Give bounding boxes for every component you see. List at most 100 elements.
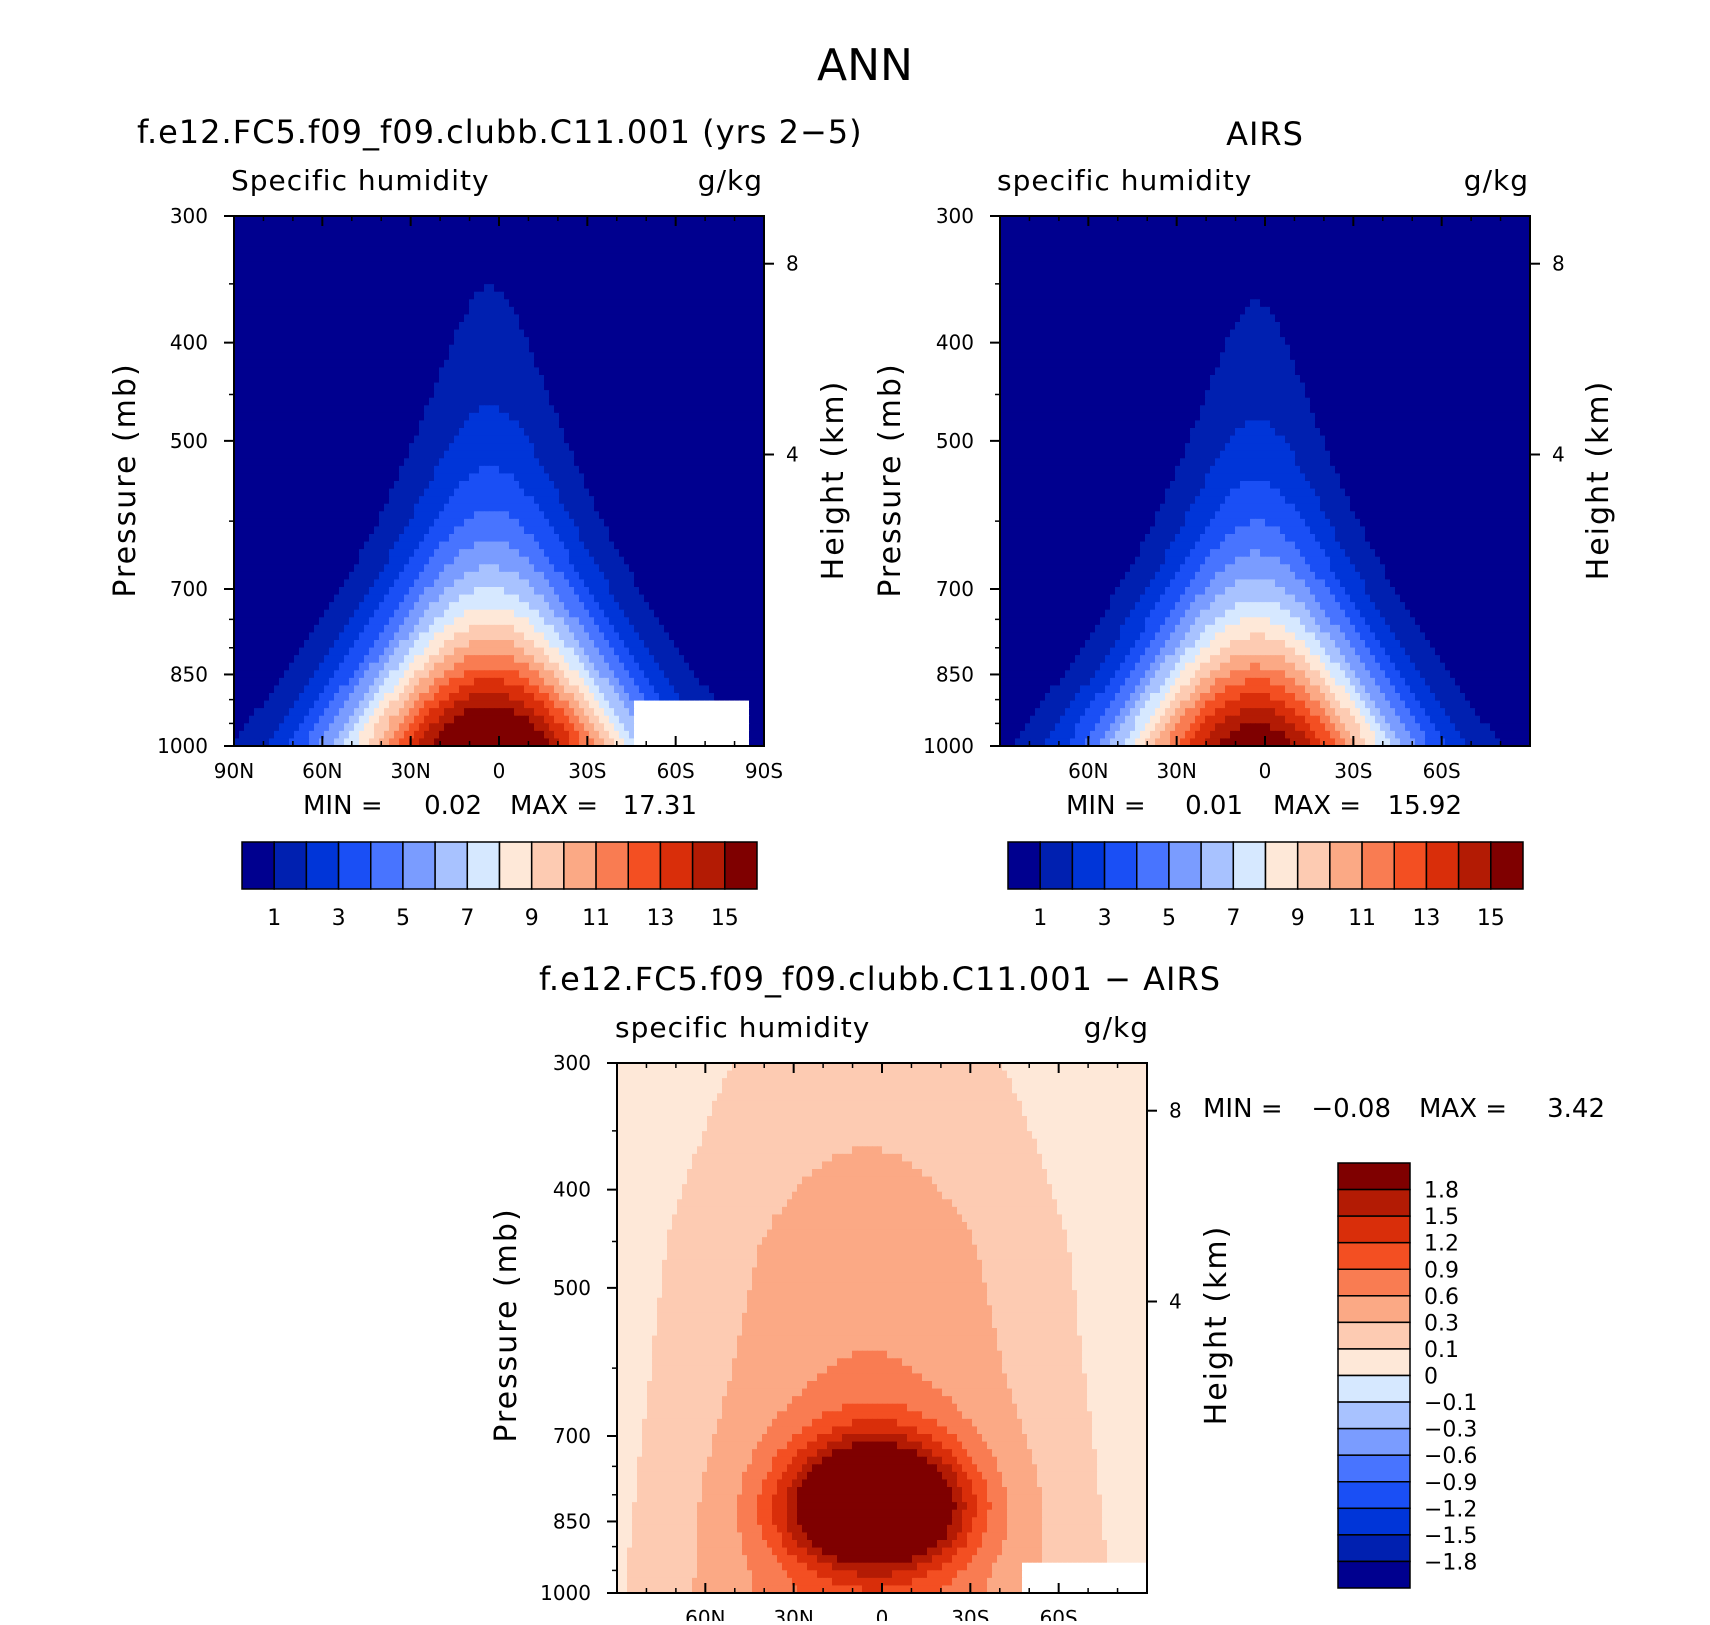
- contour-cell: [644, 246, 650, 254]
- contour-cell: [544, 284, 550, 292]
- contour-cell: [439, 224, 445, 232]
- contour-cell: [404, 269, 410, 277]
- contour-cell: [484, 269, 490, 277]
- contour-cell: [334, 307, 340, 315]
- contour-cell: [644, 231, 650, 239]
- contour-cell: [584, 277, 590, 285]
- contour-cell: [749, 314, 755, 322]
- contour-cell: [734, 269, 740, 277]
- contour-cell: [334, 269, 340, 277]
- contour-cell: [269, 231, 275, 239]
- contour-cell: [549, 254, 555, 262]
- contour-cell: [454, 254, 460, 262]
- contour-cell: [634, 231, 640, 239]
- contour-cell: [414, 292, 420, 300]
- contour-cell: [744, 307, 750, 315]
- contour-cell: [429, 224, 435, 232]
- contour-cell: [519, 224, 525, 232]
- contour-cell: [349, 284, 355, 292]
- contour-cell: [424, 224, 430, 232]
- contour-cell: [694, 314, 700, 322]
- contour-cell: [414, 254, 420, 262]
- contour-cell: [669, 231, 675, 239]
- contour-cell: [344, 261, 350, 269]
- contour-cell: [369, 284, 375, 292]
- contour-cell: [574, 231, 580, 239]
- contour-cell: [684, 284, 690, 292]
- contour-cell: [729, 284, 735, 292]
- contour-cell: [629, 261, 635, 269]
- contour-cell: [504, 277, 510, 285]
- contour-cell: [294, 284, 300, 292]
- contour-cell: [729, 269, 735, 277]
- contour-cell: [564, 246, 570, 254]
- contour-cell: [539, 246, 545, 254]
- contour-cell: [689, 216, 695, 224]
- contour-cell: [424, 269, 430, 277]
- contour-cell: [624, 277, 630, 285]
- contour-cell: [574, 261, 580, 269]
- contour-cell: [694, 284, 700, 292]
- contour-cell: [739, 246, 745, 254]
- contour-cell: [354, 322, 360, 330]
- contour-cell: [324, 299, 330, 307]
- contour-cell: [239, 277, 245, 285]
- contour-cell: [244, 307, 250, 315]
- contour-cell: [654, 307, 660, 315]
- contour-cell: [329, 239, 335, 247]
- contour-cell: [669, 269, 675, 277]
- contour-cell: [314, 239, 320, 247]
- contour-cell: [319, 292, 325, 300]
- contour-cell: [389, 314, 395, 322]
- contour-cell: [564, 299, 570, 307]
- contour-cell: [384, 216, 390, 224]
- contour-cell: [714, 261, 720, 269]
- contour-cell: [729, 307, 735, 315]
- contour-cell: [689, 277, 695, 285]
- contour-cell: [684, 269, 690, 277]
- contour-cell: [664, 224, 670, 232]
- contour-cell: [294, 314, 300, 322]
- contour-cell: [259, 292, 265, 300]
- contour-cell: [694, 292, 700, 300]
- contour-cell: [279, 231, 285, 239]
- contour-cell: [644, 299, 650, 307]
- contour-cell: [404, 299, 410, 307]
- contour-cell: [654, 231, 660, 239]
- contour-cell: [404, 314, 410, 322]
- contour-cell: [589, 314, 595, 322]
- contour-cell: [249, 314, 255, 322]
- contour-cell: [364, 246, 370, 254]
- contour-cell: [664, 299, 670, 307]
- contour-cell: [544, 231, 550, 239]
- contour-cell: [299, 292, 305, 300]
- contour-cell: [659, 254, 665, 262]
- contour-cell: [599, 292, 605, 300]
- contour-cell: [444, 292, 450, 300]
- contour-cell: [604, 292, 610, 300]
- contour-cell: [444, 254, 450, 262]
- contour-cell: [514, 314, 520, 322]
- contour-cell: [454, 299, 460, 307]
- contour-cell: [599, 231, 605, 239]
- contour-cell: [324, 231, 330, 239]
- contour-cell: [604, 231, 610, 239]
- contour-cell: [419, 277, 425, 285]
- contour-cell: [639, 314, 645, 322]
- contour-cell: [379, 284, 385, 292]
- contour-cell: [574, 292, 580, 300]
- contour-cell: [569, 231, 575, 239]
- contour-cell: [659, 307, 665, 315]
- contour-cell: [534, 299, 540, 307]
- contour-cell: [474, 254, 480, 262]
- contour-cell: [734, 254, 740, 262]
- contour-cell: [299, 261, 305, 269]
- contour-cell: [559, 239, 565, 247]
- contour-cell: [594, 224, 600, 232]
- contour-cell: [359, 224, 365, 232]
- contour-cell: [479, 231, 485, 239]
- contour-cell: [499, 239, 505, 247]
- contour-cell: [449, 224, 455, 232]
- contour-cell: [459, 292, 465, 300]
- contour-cell: [684, 314, 690, 322]
